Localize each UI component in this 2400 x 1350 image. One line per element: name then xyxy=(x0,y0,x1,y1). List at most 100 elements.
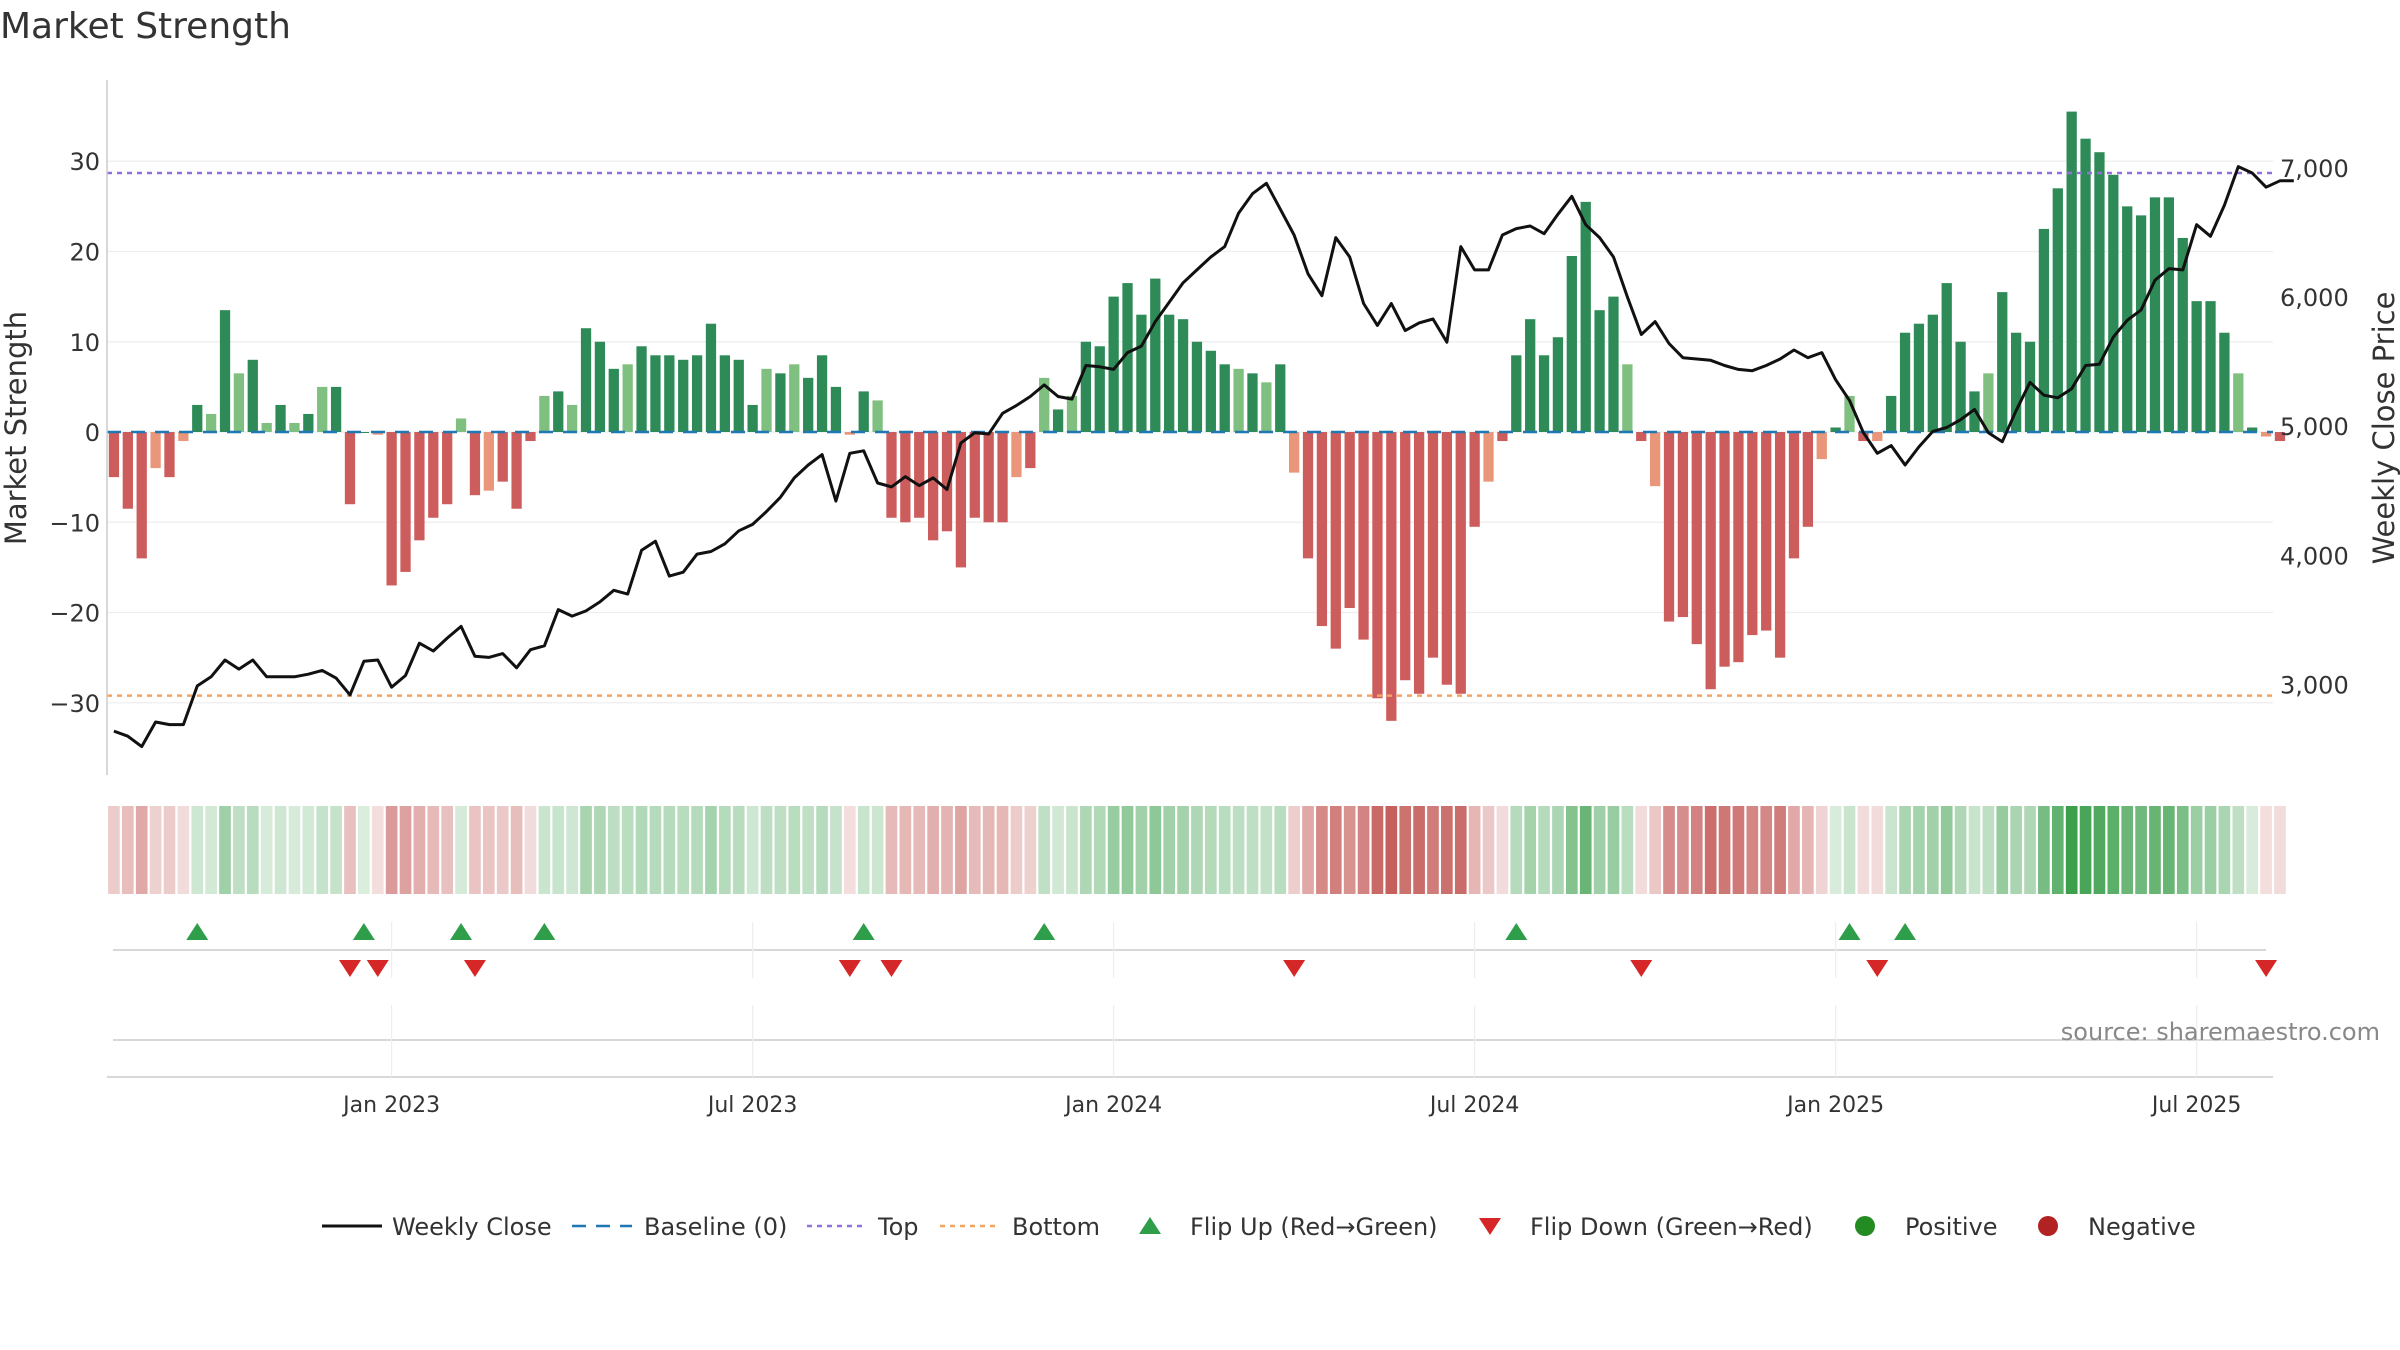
heat-cell xyxy=(1302,806,1314,894)
heat-cell xyxy=(1704,806,1717,894)
strength-bar xyxy=(872,400,883,433)
heat-cell xyxy=(2163,806,2175,894)
heat-cell xyxy=(1066,806,1078,894)
strength-bar xyxy=(664,355,675,433)
strength-bar xyxy=(108,432,120,478)
strength-bar xyxy=(483,432,494,491)
strength-bar xyxy=(400,432,411,572)
flip-up-marker xyxy=(852,923,875,940)
heat-cell xyxy=(163,806,176,894)
legend-label: Flip Up (Red→Green) xyxy=(1190,1213,1438,1241)
heat-cell xyxy=(635,806,648,894)
strength-bar xyxy=(691,355,703,433)
source-label: source: sharemaestro.com xyxy=(2061,1018,2380,1046)
heat-cell xyxy=(1191,806,1203,894)
flip-down-marker xyxy=(463,960,486,977)
strength-bar xyxy=(1497,432,1508,442)
heat-cell xyxy=(1496,806,1509,894)
heat-cell xyxy=(1677,806,1689,894)
flip-down-marker xyxy=(366,960,389,977)
heat-cell xyxy=(385,806,398,894)
strength-bar xyxy=(1455,432,1466,694)
heat-cell xyxy=(996,806,1009,894)
strength-bar xyxy=(2024,341,2036,433)
legend-label: Positive xyxy=(1905,1213,1998,1241)
strength-bar xyxy=(2038,228,2050,433)
heat-cell xyxy=(1579,806,1592,894)
strength-bar xyxy=(816,355,828,433)
strength-bar xyxy=(566,404,578,433)
heat-cell xyxy=(1843,806,1856,894)
strength-bar xyxy=(580,328,592,433)
heat-cell xyxy=(482,806,495,894)
heat-cell xyxy=(1052,806,1064,894)
heat-cell xyxy=(1954,806,1967,894)
legend-label: Bottom xyxy=(1012,1213,1100,1241)
heat-cell xyxy=(2246,806,2259,894)
strength-bar xyxy=(1413,432,1425,694)
strength-bar xyxy=(2094,152,2105,433)
strength-bar xyxy=(1011,432,1022,478)
heat-cell xyxy=(2190,806,2203,894)
strength-bar xyxy=(650,355,661,433)
heat-cell xyxy=(302,806,315,894)
heat-cell xyxy=(913,806,926,894)
heat-cell xyxy=(2079,806,2092,894)
strength-bar xyxy=(1164,314,1175,433)
strength-bar xyxy=(1330,432,1341,649)
strength-bar xyxy=(414,432,425,541)
heat-cell xyxy=(1163,806,1176,894)
heat-cell xyxy=(108,806,120,894)
heat-cell xyxy=(580,806,592,894)
strength-bar xyxy=(608,368,619,433)
heat-cell xyxy=(149,806,162,894)
y-tick-label: 10 xyxy=(69,329,100,357)
strength-bar xyxy=(205,413,217,433)
heat-cell xyxy=(621,806,634,894)
strength-bar xyxy=(1983,373,1994,433)
y2-tick-label: 4,000 xyxy=(2280,542,2349,570)
heat-cell xyxy=(941,806,953,894)
strength-bar xyxy=(2219,332,2230,433)
strength-bar xyxy=(1039,377,1050,433)
heat-cell xyxy=(705,806,717,894)
strength-bar xyxy=(1191,341,1203,433)
heat-cell xyxy=(1399,806,1412,894)
strength-bar xyxy=(553,391,564,433)
heat-cell xyxy=(1788,806,1800,894)
heat-cell xyxy=(399,806,412,894)
strength-bar xyxy=(1025,432,1036,469)
heat-cell xyxy=(1288,806,1300,894)
heat-cell xyxy=(121,806,134,894)
heat-cell xyxy=(2065,806,2078,894)
strength-bar xyxy=(1649,432,1661,487)
heat-cell xyxy=(802,806,815,894)
heat-cell xyxy=(496,806,509,894)
heat-cell xyxy=(1815,806,1828,894)
heat-cell xyxy=(288,806,301,894)
strength-bar xyxy=(1774,432,1786,658)
strength-heat-strip xyxy=(108,806,2286,894)
strength-bar xyxy=(1344,432,1355,609)
strength-bar xyxy=(1580,201,1591,433)
flip-down-marker xyxy=(1630,960,1653,977)
heat-cell xyxy=(1024,806,1037,894)
heat-cell xyxy=(1121,806,1134,894)
heat-cell xyxy=(719,806,731,894)
strength-bar xyxy=(1677,432,1689,618)
strength-bar xyxy=(1872,432,1883,442)
strength-bar xyxy=(1066,395,1078,433)
heat-cell xyxy=(816,806,828,894)
heat-cell xyxy=(1080,806,1092,894)
heat-cell xyxy=(2218,806,2231,894)
heat-cell xyxy=(1246,806,1259,894)
heat-cell xyxy=(968,806,981,894)
strength-bar xyxy=(428,432,439,518)
strength-bar xyxy=(1108,296,1119,433)
heat-cell xyxy=(1441,806,1453,894)
strength-bar xyxy=(2080,138,2091,433)
y2-tick-label: 5,000 xyxy=(2280,413,2349,441)
heat-cell xyxy=(1885,806,1898,894)
heat-cell xyxy=(885,806,898,894)
